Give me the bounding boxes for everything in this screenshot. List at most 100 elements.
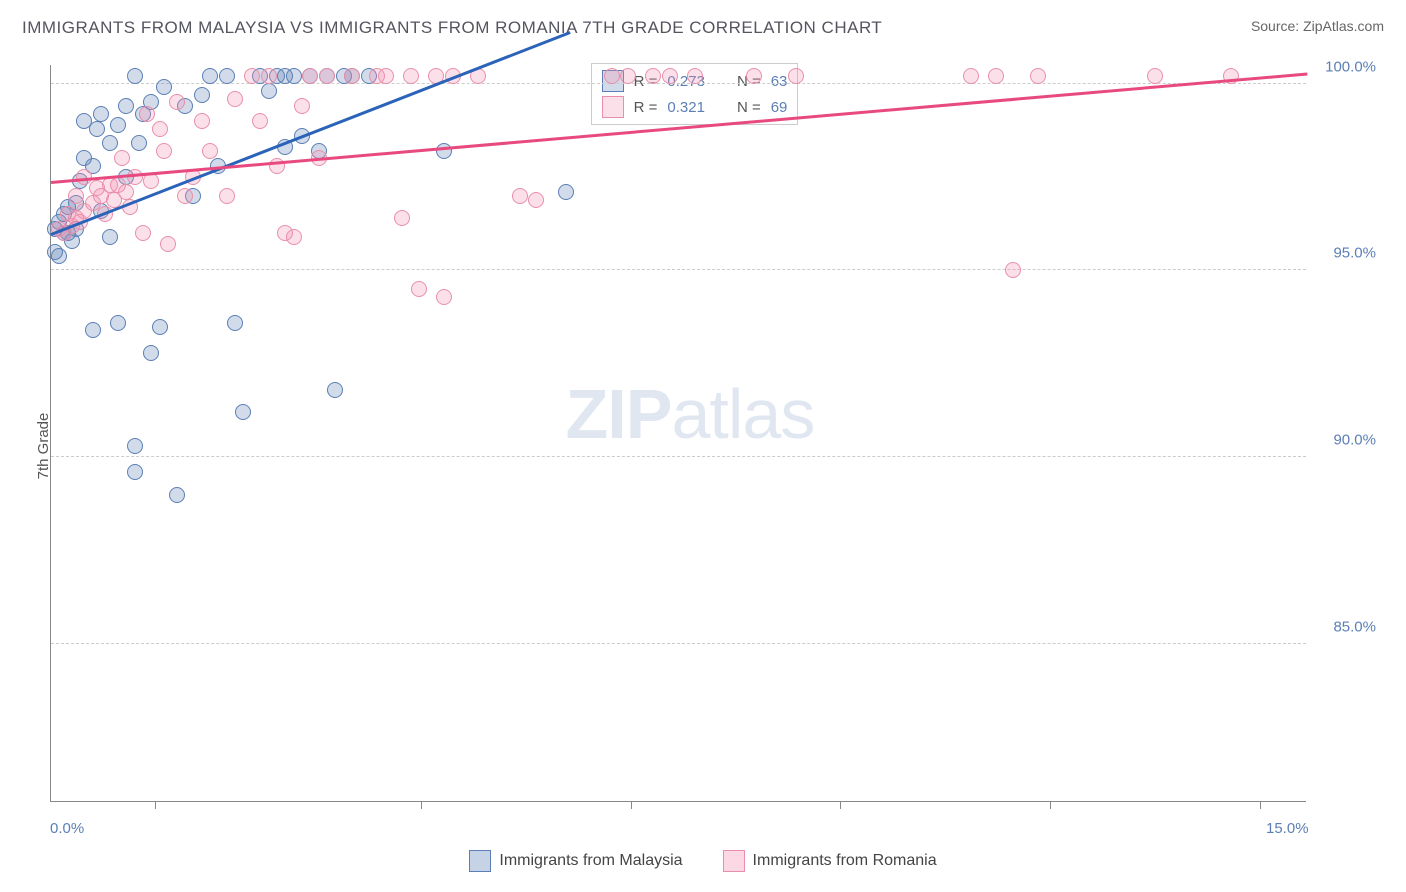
data-point	[177, 188, 193, 204]
data-point	[327, 382, 343, 398]
gridline	[51, 83, 1306, 84]
series-swatch	[602, 96, 624, 118]
data-point	[169, 487, 185, 503]
data-point	[244, 68, 260, 84]
x-axis-min-label: 0.0%	[50, 820, 84, 837]
trend-line	[51, 31, 571, 235]
r-label: R =	[634, 99, 658, 116]
data-point	[156, 143, 172, 159]
data-point	[378, 68, 394, 84]
source-prefix: Source:	[1251, 18, 1303, 34]
source-link[interactable]: ZipAtlas.com	[1303, 18, 1384, 34]
data-point	[118, 184, 134, 200]
x-tick	[1050, 801, 1051, 809]
data-point	[1030, 68, 1046, 84]
data-point	[988, 68, 1004, 84]
data-point	[152, 319, 168, 335]
data-point	[286, 229, 302, 245]
plot-area: ZIPatlas R =0.273N =63R =0.321N =69 85.0…	[50, 65, 1306, 802]
y-tick-label: 95.0%	[1333, 245, 1376, 262]
data-point	[294, 98, 310, 114]
correlation-row: R =0.321N =69	[598, 94, 792, 120]
data-point	[286, 68, 302, 84]
legend-swatch	[723, 850, 745, 872]
data-point	[102, 229, 118, 245]
watermark: ZIPatlas	[566, 374, 815, 454]
data-point	[202, 68, 218, 84]
data-point	[319, 68, 335, 84]
data-point	[528, 192, 544, 208]
data-point	[512, 188, 528, 204]
data-point	[411, 281, 427, 297]
legend-item: Immigrants from Malaysia	[469, 850, 682, 872]
data-point	[662, 68, 678, 84]
data-point	[127, 169, 143, 185]
x-axis-max-label: 15.0%	[1266, 820, 1309, 837]
data-point	[436, 143, 452, 159]
data-point	[160, 236, 176, 252]
data-point	[194, 113, 210, 129]
data-point	[227, 315, 243, 331]
x-tick	[631, 801, 632, 809]
data-point	[194, 87, 210, 103]
data-point	[746, 68, 762, 84]
n-label: N =	[737, 99, 761, 116]
data-point	[202, 143, 218, 159]
data-point	[135, 225, 151, 241]
legend-label: Immigrants from Malaysia	[499, 852, 682, 870]
data-point	[436, 289, 452, 305]
data-point	[252, 113, 268, 129]
data-point	[403, 68, 419, 84]
y-tick-label: 85.0%	[1333, 619, 1376, 636]
data-point	[620, 68, 636, 84]
data-point	[127, 68, 143, 84]
legend-label: Immigrants from Romania	[753, 852, 937, 870]
data-point	[261, 68, 277, 84]
data-point	[143, 345, 159, 361]
data-point	[127, 464, 143, 480]
data-point	[152, 121, 168, 137]
data-point	[114, 150, 130, 166]
data-point	[344, 68, 360, 84]
data-point	[169, 94, 185, 110]
data-point	[1005, 262, 1021, 278]
n-value: 69	[771, 99, 788, 116]
data-point	[604, 68, 620, 84]
x-tick	[1260, 801, 1261, 809]
data-point	[645, 68, 661, 84]
data-point	[89, 121, 105, 137]
data-point	[235, 404, 251, 420]
data-point	[85, 322, 101, 338]
y-tick-label: 90.0%	[1333, 432, 1376, 449]
data-point	[394, 210, 410, 226]
data-point	[219, 68, 235, 84]
chart-legend: Immigrants from Malaysia Immigrants from …	[0, 850, 1406, 872]
x-tick	[421, 801, 422, 809]
data-point	[139, 106, 155, 122]
data-point	[227, 91, 243, 107]
chart-title: IMMIGRANTS FROM MALAYSIA VS IMMIGRANTS F…	[22, 18, 882, 38]
data-point	[127, 438, 143, 454]
data-point	[687, 68, 703, 84]
gridline	[51, 643, 1306, 644]
data-point	[93, 106, 109, 122]
data-point	[110, 315, 126, 331]
data-point	[51, 248, 67, 264]
data-point	[156, 79, 172, 95]
data-point	[131, 135, 147, 151]
x-tick	[840, 801, 841, 809]
data-point	[102, 135, 118, 151]
gridline	[51, 269, 1306, 270]
gridline	[51, 456, 1306, 457]
data-point	[1147, 68, 1163, 84]
data-point	[110, 117, 126, 133]
watermark-bold: ZIP	[566, 375, 672, 453]
data-point	[963, 68, 979, 84]
data-point	[118, 98, 134, 114]
y-tick-label: 100.0%	[1325, 58, 1376, 75]
legend-swatch	[469, 850, 491, 872]
data-point	[68, 188, 84, 204]
data-point	[558, 184, 574, 200]
watermark-light: atlas	[671, 375, 814, 453]
data-point	[219, 188, 235, 204]
